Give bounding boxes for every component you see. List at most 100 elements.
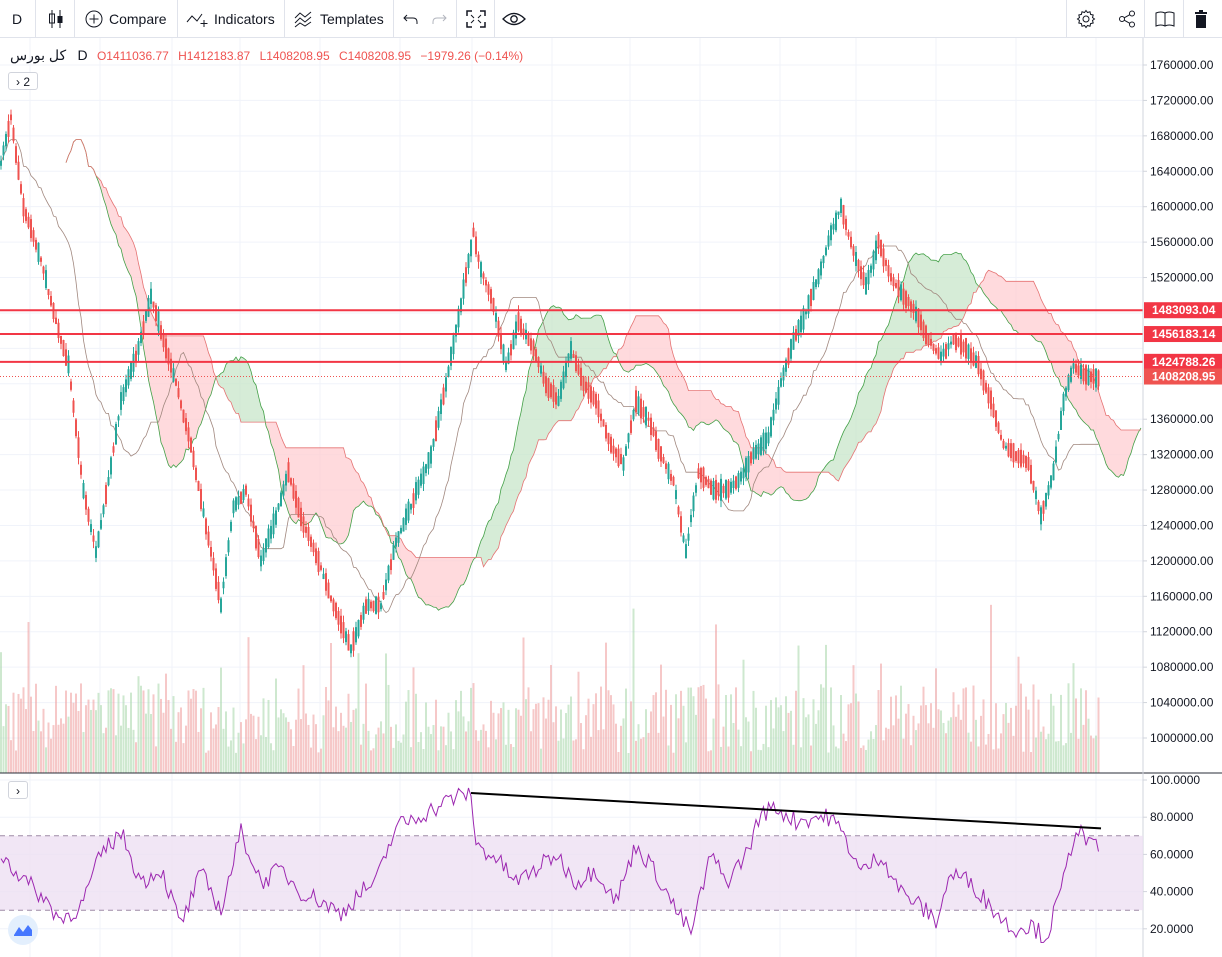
volume-bar (920, 705, 922, 773)
price-chart[interactable]: 1760000.00 1720000.00 1680000.00 1640000.00… (0, 38, 1222, 957)
candle-body (65, 349, 67, 366)
volume-bar (30, 696, 32, 773)
candle-body (2, 145, 5, 156)
compare-button[interactable]: Compare (85, 0, 167, 37)
tradingview-logo-icon[interactable] (8, 915, 38, 945)
volume-bar (755, 707, 757, 773)
indicators-toggle-button[interactable]: › 2 (8, 72, 38, 90)
volume-bar (877, 690, 880, 773)
candle-body (790, 339, 792, 359)
indicators-button[interactable]: Indicators (186, 0, 275, 37)
settings-gear-icon[interactable] (1076, 0, 1096, 37)
candle-body (802, 308, 805, 330)
volume-bar (470, 687, 472, 773)
undo-icon[interactable] (403, 0, 419, 37)
candles-icon[interactable] (47, 0, 65, 37)
templates-button[interactable]: Templates (294, 0, 384, 37)
ichimoku-cloud-segment (703, 390, 706, 425)
volume-bar (820, 684, 822, 773)
interval-button[interactable]: D (12, 0, 22, 37)
ichimoku-cloud-segment (276, 422, 279, 471)
volume-bar (705, 698, 707, 773)
candle-body (435, 420, 437, 442)
candle-body (852, 246, 855, 256)
volume-bar (697, 687, 700, 773)
candle-body (162, 333, 165, 348)
ichimoku-cloud-segment (326, 447, 329, 539)
candle-body (992, 403, 995, 418)
ichimoku-cloud-segment (791, 472, 794, 501)
rsi-legend-toggle-button[interactable]: › (8, 781, 28, 799)
volume-bar (1087, 718, 1090, 773)
volume-bar (302, 665, 305, 773)
candle-body (272, 513, 275, 535)
ichimoku-cloud-segment (496, 502, 499, 552)
volume-bar (925, 705, 927, 773)
volume-bar (127, 727, 130, 773)
ichimoku-cloud-segment (521, 398, 524, 491)
candle-body (767, 432, 770, 444)
candle-body (560, 381, 562, 399)
ichimoku-cloud-segment (281, 436, 284, 498)
volume-bar (440, 726, 442, 773)
candle-body (360, 615, 362, 627)
eye-icon[interactable] (502, 0, 526, 37)
candle-body (927, 334, 930, 345)
ichimoku-cloud-segment (198, 335, 201, 429)
ichimoku-cloud-segment (106, 187, 109, 216)
ichimoku-cloud-segment (658, 315, 661, 380)
volume-bar (1040, 731, 1042, 773)
ichimoku-cloud-segment (328, 447, 331, 539)
candle-body (442, 387, 445, 405)
volume-bar (717, 684, 720, 773)
candle-body (985, 382, 987, 393)
rsi-line (0, 787, 1099, 944)
share-icon[interactable] (1118, 0, 1136, 37)
top-toolbar: D Compare Indicators Templates (0, 0, 1222, 38)
candle-body (237, 496, 240, 505)
candle-body (140, 331, 142, 344)
ichimoku-cloud-segment (828, 460, 831, 475)
candle-body (970, 348, 972, 363)
book-icon[interactable] (1154, 0, 1176, 37)
volume-bar (972, 685, 975, 773)
candle-body (230, 521, 232, 531)
volume-bar (827, 752, 830, 773)
ichimoku-cloud-segment (1058, 325, 1061, 386)
redo-icon[interactable] (431, 0, 447, 37)
ichimoku-cloud-segment (673, 355, 676, 407)
volume-bar (750, 751, 752, 773)
ichimoku-cloud-segment (1116, 424, 1119, 478)
ichimoku-cloud-segment (973, 275, 976, 293)
candle-body (117, 416, 120, 421)
volume-bar (142, 690, 145, 773)
candle-body (612, 445, 615, 454)
ichimoku-cloud-segment (586, 318, 589, 392)
candle-body (70, 381, 72, 390)
volume-bar (605, 642, 607, 773)
ichimoku-cloud-segment (626, 331, 629, 373)
candle-body (1052, 463, 1055, 481)
volume-bar (167, 700, 170, 773)
ichimoku-cloud-segment (1001, 276, 1004, 315)
symbol-name[interactable]: کل بورس (10, 47, 67, 63)
fullscreen-icon[interactable] (466, 0, 486, 37)
trash-icon[interactable] (1194, 0, 1208, 37)
volume-bar (817, 710, 820, 773)
volume-bar (675, 694, 677, 773)
ichimoku-cloud-segment (513, 436, 516, 512)
candle-body (95, 546, 97, 558)
ichimoku-cloud-segment (416, 557, 419, 598)
volume-bar (452, 749, 455, 773)
candle-body (135, 350, 137, 362)
ichimoku-cloud-segment (423, 557, 426, 606)
candle-body (115, 423, 117, 445)
ichimoku-cloud-segment (856, 393, 859, 449)
candle-body (457, 308, 460, 328)
candle-body (942, 348, 945, 357)
candle-body (107, 477, 110, 486)
volume-bar (320, 748, 322, 773)
candle-body (477, 254, 480, 262)
candle-body (147, 297, 150, 317)
ichimoku-cloud-segment (963, 258, 966, 318)
